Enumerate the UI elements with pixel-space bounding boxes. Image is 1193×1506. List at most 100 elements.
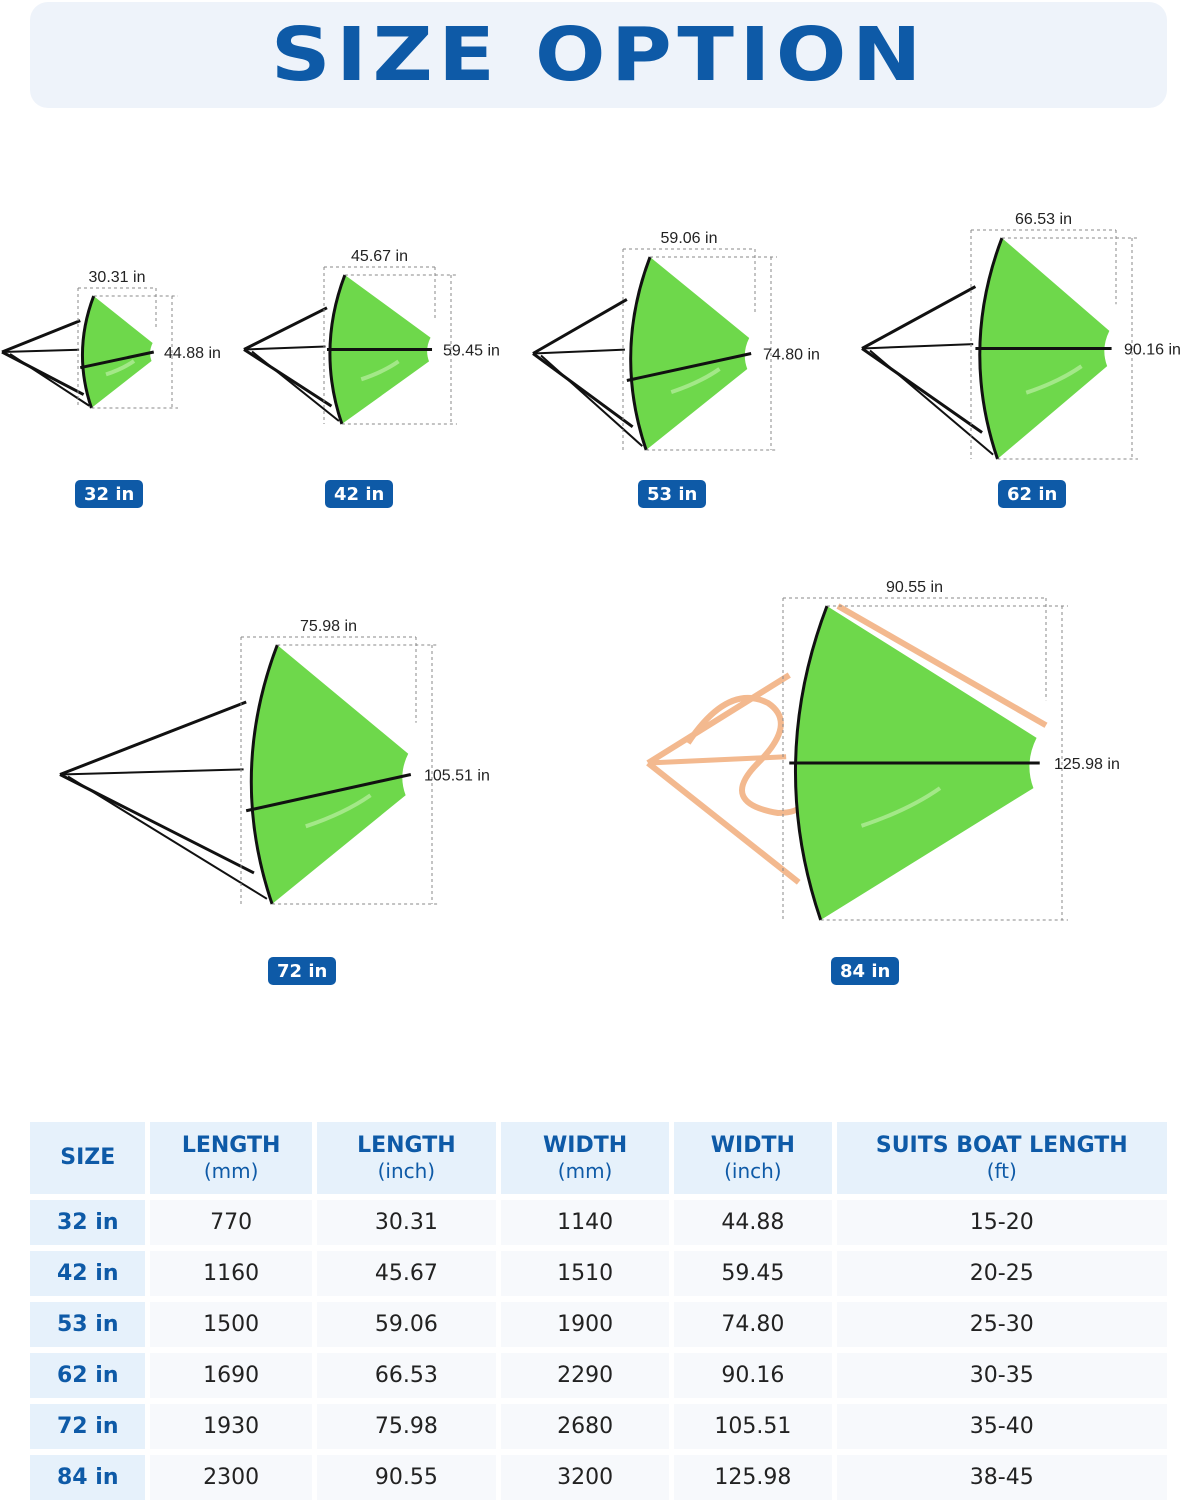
header-main: LENGTH — [357, 1133, 456, 1158]
strap-line — [243, 345, 326, 351]
sea-anchor-figure: 75.98 in 105.51 in — [59, 618, 490, 905]
table-cell: 45.67 — [316, 1251, 496, 1296]
width-label: 59.45 in — [443, 343, 500, 360]
size-cell: 32 in — [30, 1200, 146, 1245]
length-label: 66.53 in — [1015, 211, 1072, 228]
table-cell: 105.51 — [674, 1404, 832, 1449]
anchor-seam — [245, 773, 412, 813]
header-main: WIDTH — [710, 1133, 795, 1158]
anchor-shine — [360, 359, 400, 382]
table-cell: 1500 — [150, 1302, 312, 1347]
sea-anchor-figure: 30.31 in 44.88 in — [1, 269, 221, 409]
table-row: 84 in 2300 90.55 3200 125.98 38-45 — [30, 1455, 1168, 1500]
strap-line — [836, 603, 1048, 728]
anchor-shine — [1025, 364, 1083, 395]
table-cell: 59.06 — [316, 1302, 496, 1347]
table-cell: 66.53 — [316, 1353, 496, 1398]
size-table: SIZE LENGTH (mm) LENGTH (inch) WIDTH (mm… — [30, 1122, 1168, 1506]
size-badge: 72 in — [268, 957, 337, 985]
length-label: 59.06 in — [661, 230, 718, 247]
table-row: 72 in 1930 75.98 2680 105.51 35-40 — [30, 1404, 1168, 1449]
strap-line — [861, 343, 974, 350]
table-cell: 75.98 — [316, 1404, 496, 1449]
strap-line — [861, 347, 983, 434]
sea-anchor-figure: 66.53 in 90.16 in — [861, 211, 1181, 460]
strap-line — [540, 354, 643, 447]
strap-line — [1, 350, 85, 396]
table-cell: 1930 — [150, 1404, 312, 1449]
sea-anchor-figure: 90.55 in 125.98 in — [646, 579, 1120, 921]
width-label: 90.16 in — [1124, 342, 1181, 359]
strap-line — [251, 350, 340, 422]
table-cell: 1900 — [500, 1302, 670, 1347]
table-row: 53 in 1500 59.06 1900 74.80 25-30 — [30, 1302, 1168, 1347]
anchor-shine — [105, 359, 136, 377]
strap-line — [532, 352, 634, 429]
strap-line — [59, 700, 247, 776]
anchor-cone — [630, 257, 750, 450]
length-label: 90.55 in — [886, 579, 943, 596]
length-label: 45.67 in — [351, 248, 408, 265]
header-main: SIZE — [60, 1145, 116, 1170]
header-main: WIDTH — [543, 1133, 628, 1158]
width-label: 74.80 in — [763, 347, 820, 364]
table-cell: 20-25 — [836, 1251, 1168, 1296]
sea-anchor-figure: 45.67 in 59.45 in — [243, 248, 500, 425]
header-sub: (mm) — [557, 1159, 613, 1183]
header-cell-width-inch: WIDTH (inch) — [674, 1122, 832, 1194]
anchor-rim — [629, 256, 652, 451]
header-cell-width-mm: WIDTH (mm) — [500, 1122, 670, 1194]
anchor-shine — [860, 786, 942, 828]
strap-loop — [685, 695, 813, 817]
table-cell: 3200 — [500, 1455, 670, 1500]
header-sub: (inch) — [724, 1159, 782, 1183]
header-cell-boat-length: SUITS BOAT LENGTH (ft) — [836, 1122, 1168, 1194]
width-label: 105.51 in — [424, 768, 490, 785]
anchor-seam — [79, 350, 155, 370]
strap-line — [243, 306, 328, 351]
table-cell: 25-30 — [836, 1302, 1168, 1347]
header-sub: (mm) — [203, 1159, 259, 1183]
title-banner: SIZE OPTION — [30, 2, 1167, 108]
page-title: SIZE OPTION — [270, 12, 927, 98]
header-cell-length-inch: LENGTH (inch) — [316, 1122, 496, 1194]
anchor-cone — [251, 645, 409, 904]
size-badge: 42 in — [325, 480, 394, 508]
strap-line — [9, 353, 90, 407]
size-badge: 32 in — [75, 480, 144, 508]
strap-line — [869, 349, 994, 456]
strap-line — [532, 298, 628, 355]
table-cell: 2300 — [150, 1455, 312, 1500]
table-cell: 44.88 — [674, 1200, 832, 1245]
strap-line — [243, 348, 333, 408]
width-label: 44.88 in — [164, 345, 221, 362]
size-cell: 62 in — [30, 1353, 146, 1398]
header-cell-length-mm: LENGTH (mm) — [150, 1122, 312, 1194]
table-cell: 35-40 — [836, 1404, 1168, 1449]
strap-line — [1, 319, 81, 354]
anchor-seam — [626, 352, 752, 382]
strap-line — [532, 348, 625, 355]
strap-line — [1, 348, 80, 353]
table-body: 32 in 770 30.31 1140 44.88 15-20 42 in 1160 45.6… — [30, 1200, 1168, 1500]
size-badge: 53 in — [638, 480, 707, 508]
length-label: 30.31 in — [89, 269, 146, 286]
size-badge: 62 in — [998, 480, 1067, 508]
table-row: 42 in 1160 45.67 1510 59.45 20-25 — [30, 1251, 1168, 1296]
table-cell: 90.16 — [674, 1353, 832, 1398]
table-cell: 15-20 — [836, 1200, 1168, 1245]
table-cell: 2290 — [500, 1353, 670, 1398]
strap-line — [646, 760, 801, 885]
table-cell: 770 — [150, 1200, 312, 1245]
anchor-shine — [305, 793, 372, 829]
table-cell: 2680 — [500, 1404, 670, 1449]
table-cell: 74.80 — [674, 1302, 832, 1347]
anchor-cone — [82, 296, 153, 408]
size-cell: 84 in — [30, 1455, 146, 1500]
sea-anchor-figure: 59.06 in 74.80 in — [532, 230, 820, 451]
table-cell: 125.98 — [674, 1455, 832, 1500]
strap-line — [646, 672, 791, 766]
anchor-shine — [670, 367, 721, 394]
length-label: 75.98 in — [300, 618, 357, 635]
header-main: SUITS BOAT LENGTH — [875, 1133, 1128, 1158]
